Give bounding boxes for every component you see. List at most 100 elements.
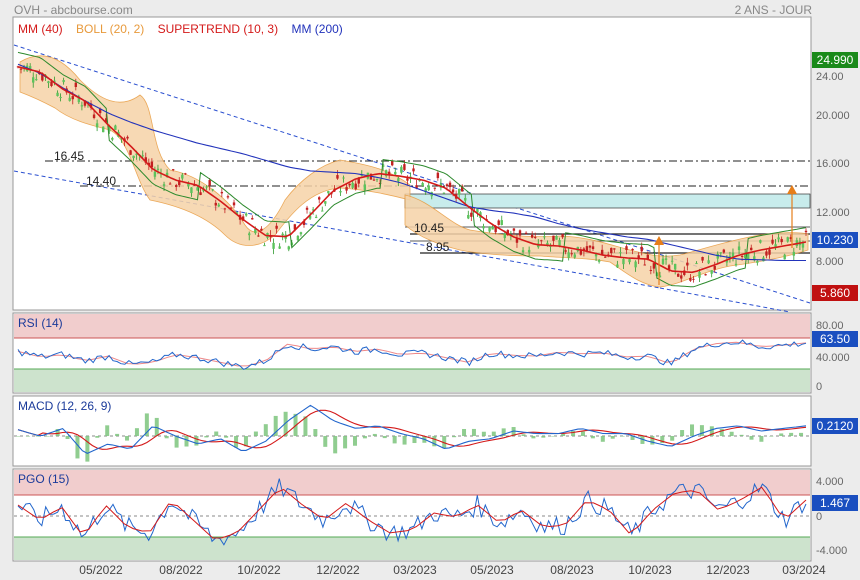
candle-body — [363, 184, 367, 191]
candle-body — [16, 66, 20, 68]
macd-hist-bar — [273, 415, 278, 436]
pgo-ytick-m4: -4.000 — [816, 545, 848, 557]
candle-body — [95, 123, 99, 128]
candle-body — [628, 258, 631, 263]
candle-body — [801, 242, 805, 248]
candle-body — [491, 226, 494, 230]
candle-body — [327, 191, 330, 194]
candle-body — [50, 81, 53, 86]
candle-body — [667, 265, 671, 270]
candle-body — [503, 233, 506, 239]
candle-body — [442, 192, 446, 194]
candle-body — [603, 256, 607, 258]
macd-line — [17, 404, 807, 455]
candle-body — [391, 160, 394, 166]
candle-body — [345, 187, 348, 191]
candle-body — [92, 114, 96, 118]
candle-body — [378, 182, 382, 184]
candle-body — [588, 245, 592, 248]
candle-body — [540, 240, 543, 242]
candle-body — [141, 155, 144, 157]
candle-body — [494, 226, 497, 233]
macd-panel-label: MACD (12, 26, 9) — [18, 399, 112, 413]
candle-body — [299, 232, 303, 235]
macd-hist-bar — [462, 428, 467, 436]
macd-hist-bar — [323, 436, 328, 447]
candle-body — [783, 254, 786, 260]
macd-hist-bar — [481, 431, 486, 436]
mm40-line — [17, 66, 807, 274]
macd-hist-bar — [600, 436, 605, 442]
candle-body — [372, 179, 376, 181]
legend-boll: BOLL (20, 2) — [76, 22, 145, 36]
macd-hist-bar — [580, 431, 585, 436]
candle-body — [713, 266, 716, 270]
candle-body — [777, 237, 780, 240]
bollinger-band-1 — [19, 55, 411, 246]
candle-body — [786, 237, 789, 242]
macd-hist-bar — [779, 433, 784, 436]
up-arrow-1 — [654, 236, 664, 285]
macd-hist-bar — [65, 436, 70, 440]
candle-body — [664, 258, 668, 260]
candle-body — [680, 275, 683, 279]
candle-body — [342, 177, 345, 179]
macd-hist-bar — [35, 436, 40, 437]
candle-body — [692, 278, 695, 280]
candle-body — [789, 237, 792, 240]
candle-body — [683, 270, 686, 275]
pgo-ytick-4: 4.000 — [816, 476, 844, 488]
macd-hist-bar — [353, 436, 358, 446]
candle-body — [634, 261, 637, 268]
macd-hist-bar — [382, 436, 387, 439]
candle-body — [211, 189, 214, 191]
candle-body — [652, 263, 656, 269]
candle-body — [488, 227, 491, 232]
candle-body — [205, 186, 208, 188]
xtick-12-2023: 12/2023 — [706, 563, 750, 577]
macd-hist-bar — [343, 436, 348, 449]
candle-body — [318, 197, 321, 200]
candle-body — [56, 92, 59, 97]
candle-body — [394, 171, 397, 175]
candle-body — [98, 108, 102, 114]
macd-hist-bar — [749, 436, 754, 440]
price-ytick-20: 20.000 — [816, 110, 850, 122]
macd-hist-bar — [16, 436, 20, 437]
macd-hist-bar — [253, 431, 258, 436]
macd-hist-bar — [690, 424, 695, 436]
candle-body — [731, 252, 735, 258]
candle-body — [619, 252, 622, 254]
candle-body — [421, 182, 424, 186]
candle-body — [467, 214, 470, 219]
candle-body — [190, 187, 193, 194]
candle-body — [108, 126, 111, 132]
candle-body — [746, 253, 750, 260]
macd-hist-bar — [769, 436, 774, 437]
candle-body — [610, 247, 613, 254]
pgo-line — [17, 478, 807, 546]
macd-hist-bar — [283, 411, 288, 436]
macd-hist-bar — [144, 413, 149, 436]
candle-body — [753, 256, 756, 261]
candle-body — [451, 189, 455, 193]
candle-body — [83, 100, 87, 106]
candle-body — [217, 204, 221, 207]
candle-body — [637, 255, 640, 260]
candle-body — [254, 228, 257, 234]
candle-body — [649, 269, 653, 271]
price-ytick-12: 12.000 — [816, 207, 850, 219]
candle-body — [248, 233, 251, 236]
price-high-badge: 24.990 — [812, 52, 858, 68]
candle-body — [80, 105, 84, 107]
candle-body — [476, 208, 479, 213]
candle-body — [181, 174, 184, 179]
candle-body — [427, 185, 430, 191]
macd-hist-bar — [561, 433, 566, 436]
macd-hist-bar — [630, 436, 635, 440]
macd-hist-bar — [25, 436, 30, 437]
bollinger-band-2 — [404, 194, 809, 288]
source-label: OVH - abcbourse.com — [14, 3, 133, 17]
candle-body — [257, 235, 260, 237]
xtick-05-2022: 05/2022 — [79, 563, 123, 577]
